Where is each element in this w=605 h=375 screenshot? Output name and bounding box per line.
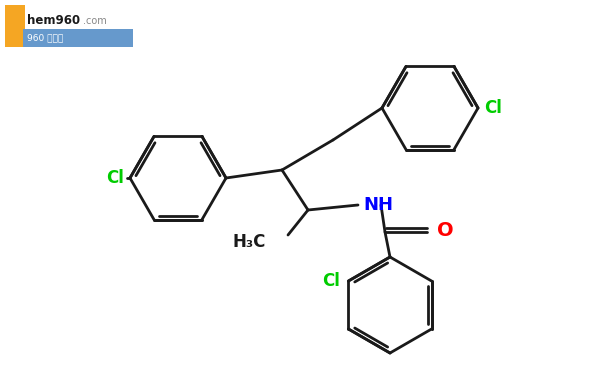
Text: .com: .com <box>83 16 106 26</box>
Text: Cl: Cl <box>106 169 124 187</box>
Text: hem960: hem960 <box>27 15 80 27</box>
Text: O: O <box>437 220 454 240</box>
Polygon shape <box>5 5 25 47</box>
Text: Cl: Cl <box>484 99 502 117</box>
Bar <box>5 5 133 47</box>
Text: H₃C: H₃C <box>233 233 266 251</box>
Text: NH: NH <box>363 196 393 214</box>
Text: 960 化工网: 960 化工网 <box>27 33 64 42</box>
Bar <box>23 29 133 47</box>
Text: C: C <box>10 14 20 28</box>
Text: Cl: Cl <box>322 272 341 290</box>
